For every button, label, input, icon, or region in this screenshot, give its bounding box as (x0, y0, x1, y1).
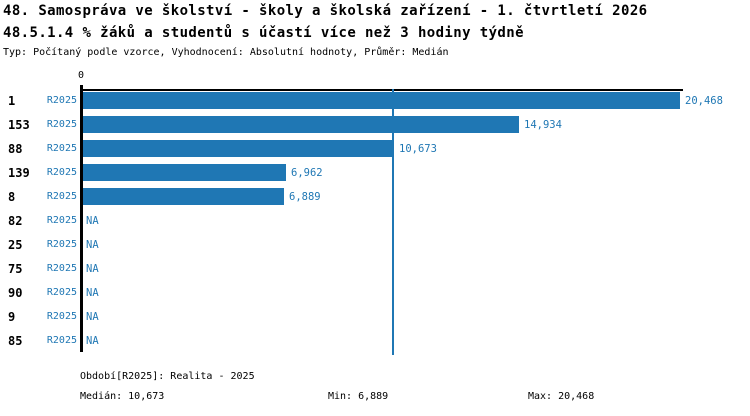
bar-value-label: 6,889 (289, 191, 321, 203)
chart-row: 85 R2025 NA (0, 329, 750, 353)
bar (83, 116, 519, 133)
chart-row: 139 R2025 6,962 (0, 161, 750, 185)
page-subtitle: 48.5.1.4 % žáků a studentů s účastí více… (3, 25, 524, 41)
row-id-label: 1 (8, 94, 16, 108)
footer-median-text: Medián: 10,673 (80, 391, 165, 402)
x-axis-zero-tick-label: 0 (77, 70, 85, 81)
row-period-label: R2025 (46, 143, 77, 154)
row-id-label: 8 (8, 190, 16, 204)
na-label: NA (86, 287, 99, 299)
y-axis-line (80, 85, 83, 352)
bar-value-label: 14,934 (524, 119, 562, 131)
bar (83, 92, 680, 109)
row-period-label: R2025 (46, 215, 77, 226)
chart-row: 8 R2025 6,889 (0, 185, 750, 209)
bar (83, 188, 284, 205)
row-period-label: R2025 (46, 95, 77, 106)
row-id-label: 88 (8, 142, 23, 156)
chart-row: 153 R2025 14,934 (0, 113, 750, 137)
na-label: NA (86, 263, 99, 275)
median-line (392, 89, 394, 355)
row-id-label: 85 (8, 334, 23, 348)
row-period-label: R2025 (46, 263, 77, 274)
chart-row: 82 R2025 NA (0, 209, 750, 233)
row-id-label: 90 (8, 286, 23, 300)
chart-row: 75 R2025 NA (0, 257, 750, 281)
chart-row: 9 R2025 NA (0, 305, 750, 329)
row-period-label: R2025 (46, 335, 77, 346)
bar-value-label: 6,962 (291, 167, 323, 179)
footer-min-text: Min: 6,889 (328, 391, 389, 402)
row-id-label: 75 (8, 262, 23, 276)
row-period-label: R2025 (46, 167, 77, 178)
footer-stats: Medián: 10,673 Min: 6,889 Max: 20,468 (0, 390, 750, 404)
chart-area: 1 R2025 20,468 153 R2025 14,934 88 R2025 10,673 1… (0, 85, 750, 355)
na-label: NA (86, 239, 99, 251)
row-id-label: 139 (8, 166, 30, 180)
na-label: NA (86, 311, 99, 323)
chart-row: 90 R2025 NA (0, 281, 750, 305)
row-period-label: R2025 (46, 119, 77, 130)
row-id-label: 153 (8, 118, 30, 132)
bar (83, 164, 286, 181)
row-id-label: 82 (8, 214, 23, 228)
footer-period-text: Období[R2025]: Realita - 2025 (80, 371, 255, 382)
bar-value-label: 20,468 (685, 95, 723, 107)
na-label: NA (86, 335, 99, 347)
chart-meta-line: Typ: Počítaný podle vzorce, Vyhodnocení:… (3, 47, 449, 58)
footer-max-text: Max: 20,468 (528, 391, 595, 402)
na-label: NA (86, 215, 99, 227)
x-axis-line (80, 89, 683, 91)
bar-value-label: 10,673 (399, 143, 437, 155)
bar (83, 140, 394, 157)
chart-row: 25 R2025 NA (0, 233, 750, 257)
row-id-label: 9 (8, 310, 16, 324)
row-period-label: R2025 (46, 239, 77, 250)
chart-rows: 1 R2025 20,468 153 R2025 14,934 88 R2025 10,673 1… (0, 89, 750, 353)
row-period-label: R2025 (46, 311, 77, 322)
row-period-label: R2025 (46, 287, 77, 298)
chart-row: 88 R2025 10,673 (0, 137, 750, 161)
row-period-label: R2025 (46, 191, 77, 202)
row-id-label: 25 (8, 238, 23, 252)
page-title: 48. Samospráva ve školství - školy a ško… (3, 3, 648, 19)
chart-row: 1 R2025 20,468 (0, 89, 750, 113)
